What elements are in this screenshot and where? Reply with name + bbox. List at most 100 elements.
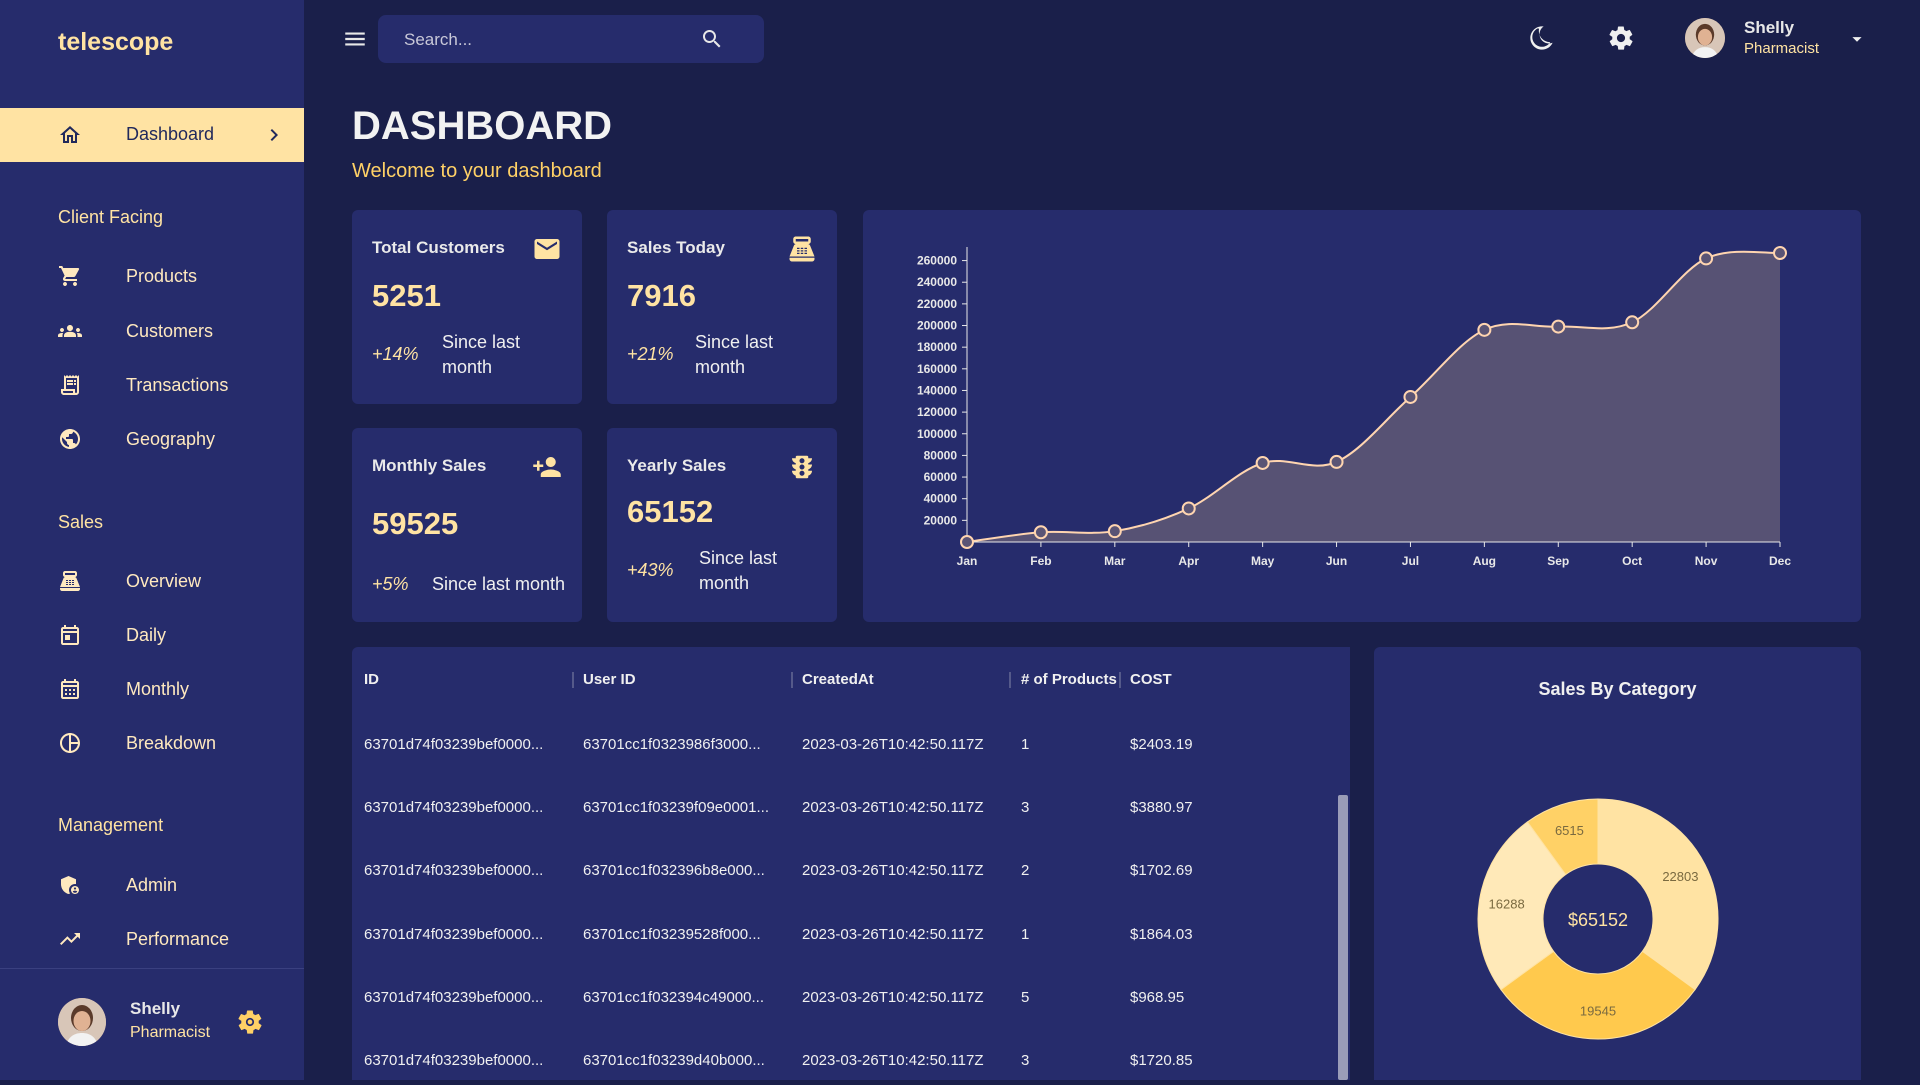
- cell-id: 63701d74f03239bef0000...: [364, 989, 544, 1006]
- home-icon: [60, 126, 80, 143]
- column-separator[interactable]: [1009, 672, 1011, 688]
- chart-y-tick-label: 240000: [917, 275, 957, 289]
- chart-y-tick-label: 60000: [924, 470, 958, 484]
- chart-point: [1625, 315, 1640, 330]
- sidebar-item-geography[interactable]: Geography: [0, 417, 304, 461]
- donut-slice: [1500, 950, 1696, 1040]
- chart-point: [1773, 246, 1787, 260]
- person-add-icon: [533, 457, 561, 477]
- column-header-created-at[interactable]: CreatedAt: [802, 671, 874, 688]
- chart-y-tick-label: 180000: [917, 340, 957, 354]
- sidebar-item-monthly[interactable]: Monthly: [0, 667, 304, 711]
- search-icon[interactable]: [700, 27, 724, 51]
- donut-slice: [1597, 798, 1719, 991]
- stat-value: 59525: [372, 506, 459, 541]
- sidebar-item-customers[interactable]: Customers: [0, 309, 304, 353]
- column-separator[interactable]: [572, 672, 574, 688]
- column-separator[interactable]: [1119, 672, 1121, 688]
- sidebar-item-daily[interactable]: Daily: [0, 613, 304, 657]
- donut-slice-label: 22803: [1662, 869, 1698, 884]
- groups-icon: [58, 325, 82, 337]
- cell-user-id: 63701cc1f03239d40b000...: [583, 1052, 765, 1069]
- arrow-drop-down-icon[interactable]: [1846, 28, 1868, 50]
- donut-slice-label: 16288: [1489, 897, 1525, 912]
- column-header-products[interactable]: # of Products: [1021, 671, 1117, 688]
- chart-point: [1329, 454, 1344, 469]
- chart-point: [1403, 389, 1418, 404]
- donut-slice: [1526, 798, 1599, 876]
- page-subtitle: Welcome to your dashboard: [352, 160, 602, 182]
- page-title: DASHBOARD: [352, 104, 612, 148]
- column-header-cost[interactable]: COST: [1130, 671, 1172, 688]
- column-header-id[interactable]: ID: [364, 671, 379, 688]
- admin-icon: [61, 876, 79, 894]
- sales-line-chart: 20000 40000 60000 80000 100000 120000 140000 16…: [917, 246, 1791, 568]
- sidebar-item-performance[interactable]: Performance: [0, 917, 304, 961]
- chart-point: [1255, 455, 1270, 470]
- table-scrollbar-thumb[interactable]: [1338, 795, 1348, 1080]
- stat-title: Total Customers: [372, 238, 505, 257]
- topbar-user-name[interactable]: Shelly: [1744, 18, 1795, 37]
- cell-created-at: 2023-03-26T10:42:50.117Z: [802, 989, 984, 1006]
- stat-change: +21%: [627, 344, 674, 364]
- sidebar-item-label: Admin: [126, 875, 178, 895]
- calendar-today-icon: [61, 625, 79, 645]
- section-label-client-facing: Client Facing: [58, 207, 164, 227]
- sidebar-user-name: Shelly: [130, 999, 181, 1018]
- chart-point: [960, 535, 974, 549]
- chart-point: [1551, 319, 1566, 334]
- search-input[interactable]: [402, 27, 686, 53]
- dark-mode-moon-icon[interactable]: [1528, 24, 1556, 52]
- point-of-sale-icon: [60, 571, 80, 591]
- stat-change: +5%: [372, 574, 409, 594]
- chevron-right-icon: [270, 129, 278, 141]
- settings-icon[interactable]: [1607, 24, 1635, 52]
- sidebar-divider: [0, 968, 304, 969]
- stat-value: 65152: [627, 494, 714, 529]
- chart-x-tick-label: Mar: [1104, 554, 1126, 568]
- sidebar-item-label: Overview: [126, 571, 202, 591]
- chart-x-tick-label: Aug: [1473, 554, 1496, 568]
- cell-user-id: 63701cc1f032394c49000...: [583, 989, 764, 1006]
- chart-x-tick-label: Dec: [1769, 554, 1791, 568]
- cell-user-id: 63701cc1f032396b8e000...: [583, 862, 765, 879]
- stat-since: Since last month: [442, 332, 521, 377]
- cell-id: 63701d74f03239bef0000...: [364, 1052, 544, 1069]
- cell-cost: $1702.69: [1130, 862, 1193, 879]
- settings-gear-icon[interactable]: [236, 1008, 264, 1036]
- stat-card-sales-today: Sales Today 7916 +21% Since last month: [607, 210, 837, 404]
- cell-products: 2: [1021, 862, 1030, 879]
- traffic-icon: [792, 455, 812, 479]
- brand-logo[interactable]: telescope: [58, 28, 174, 56]
- sidebar-item-overview[interactable]: Overview: [0, 559, 304, 603]
- calendar-month-icon: [61, 679, 79, 699]
- cell-user-id: 63701cc1f03239f09e0001...: [583, 799, 769, 816]
- cell-user-id: 63701cc1f03239528f000...: [583, 926, 761, 943]
- pie-chart-title: Sales By Category: [1538, 679, 1697, 699]
- column-separator[interactable]: [791, 672, 793, 688]
- avatar[interactable]: [58, 998, 106, 1046]
- chart-y-tick-label: 100000: [917, 427, 957, 441]
- chart-x-tick-label: Sep: [1547, 554, 1569, 568]
- chart-point: [1033, 525, 1048, 540]
- sidebar-item-products[interactable]: Products: [0, 254, 304, 298]
- column-header-user-id[interactable]: User ID: [583, 671, 636, 688]
- menu-icon[interactable]: [342, 26, 368, 52]
- sidebar-item-label: Dashboard: [126, 124, 215, 144]
- chart-point: [1181, 501, 1196, 516]
- avatar[interactable]: [1685, 18, 1725, 58]
- section-label-sales: Sales: [58, 512, 104, 532]
- sidebar-item-transactions[interactable]: Transactions: [0, 363, 304, 407]
- sales-by-category-card: Sales By Category 22803 19545 16288 6515 $65…: [1374, 647, 1861, 1080]
- chart-y-tick-label: 160000: [917, 362, 957, 376]
- cell-cost: $2403.19: [1130, 736, 1193, 753]
- stat-title: Monthly Sales: [372, 456, 487, 475]
- section-label-management: Management: [58, 815, 164, 835]
- chart-x-tick-label: Apr: [1178, 554, 1199, 568]
- cell-cost: $1864.03: [1130, 926, 1193, 943]
- sidebar-item-breakdown[interactable]: Breakdown: [0, 721, 304, 765]
- sidebar-item-label: Performance: [126, 929, 230, 949]
- sidebar-item-admin[interactable]: Admin: [0, 863, 304, 907]
- sidebar-item-dashboard[interactable]: Dashboard: [0, 108, 304, 162]
- cell-created-at: 2023-03-26T10:42:50.117Z: [802, 926, 984, 943]
